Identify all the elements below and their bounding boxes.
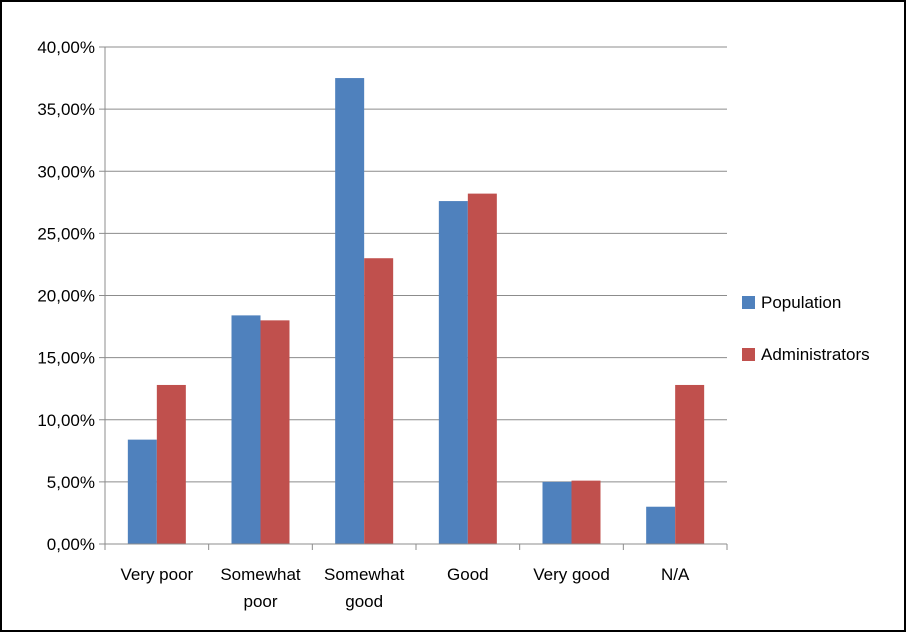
y-tick-label: 5,00% <box>47 473 95 492</box>
bar-administrators <box>156 384 186 544</box>
y-tick-label: 20,00% <box>37 287 95 306</box>
x-tick-label: Very poor <box>120 565 193 584</box>
bar-population <box>438 201 468 544</box>
y-tick-label: 35,00% <box>37 100 95 119</box>
x-axis-tick-labels: Very poor Somewhat poor Somewhat good Good Ver… <box>120 565 690 611</box>
y-tick-label: 10,00% <box>37 411 95 430</box>
bar-population <box>127 439 157 544</box>
x-tick-label: Somewhat <box>324 565 405 584</box>
bars <box>127 78 705 545</box>
axes <box>99 46 728 550</box>
bar-population <box>335 78 365 544</box>
legend-label-administrators: Administrators <box>761 345 870 364</box>
bar-administrators <box>571 480 601 544</box>
y-axis-tick-labels: 0,00% 5,00% 10,00% 15,00% 20,00% 25,00% 30,00%… <box>37 38 95 554</box>
x-tick-label: poor <box>243 592 277 611</box>
bar-administrators <box>260 320 290 544</box>
y-tick-label: 15,00% <box>37 349 95 368</box>
y-tick-label: 30,00% <box>37 162 95 181</box>
legend-swatch-population <box>742 296 755 309</box>
legend-swatch-administrators <box>742 348 755 361</box>
x-tick-label: N/A <box>661 565 690 584</box>
x-tick-label: good <box>345 592 383 611</box>
x-tick-label: Somewhat <box>220 565 301 584</box>
y-tick-label: 40,00% <box>37 38 95 57</box>
y-tick-label: 25,00% <box>37 224 95 243</box>
bar-administrators <box>364 258 394 544</box>
bar-population <box>646 506 676 544</box>
legend-label-population: Population <box>761 293 841 312</box>
bar-administrators <box>675 384 705 544</box>
x-tick-label: Good <box>447 565 489 584</box>
bar-administrators <box>467 193 497 545</box>
legend: Population Administrators <box>742 293 870 364</box>
bar-population <box>231 315 261 544</box>
gridlines <box>105 46 727 483</box>
y-tick-label: 0,00% <box>47 535 95 554</box>
bar-population <box>542 481 572 544</box>
x-tick-label: Very good <box>533 565 610 584</box>
